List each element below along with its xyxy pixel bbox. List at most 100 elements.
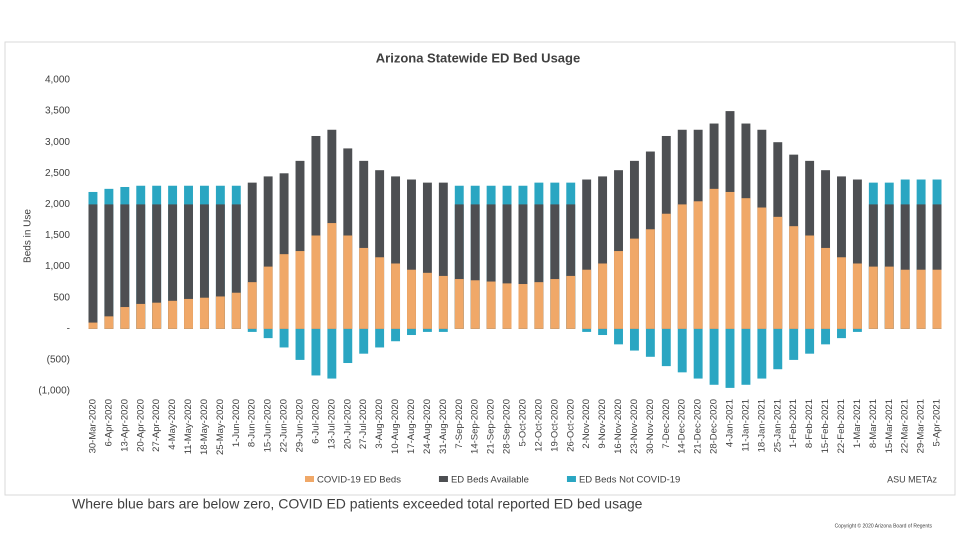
bar [279, 328, 289, 348]
bar [582, 179, 592, 329]
bar [821, 328, 831, 345]
bar [391, 328, 401, 342]
x-tick-label: 10-Aug-2020 [390, 399, 401, 454]
bar [247, 282, 257, 329]
x-tick-label: 16-Nov-2020 [613, 399, 624, 454]
x-tick-label: 18-Jan-2021 [756, 399, 767, 452]
bar [263, 328, 273, 339]
bar [900, 269, 910, 329]
x-tick-label: 3-Aug-2020 [374, 399, 385, 449]
bar [932, 204, 942, 329]
bar [343, 235, 353, 329]
bar [215, 204, 225, 329]
bar [311, 328, 321, 376]
bar [693, 328, 703, 379]
bar [104, 204, 114, 329]
bar [773, 328, 783, 370]
x-tick-label: 26-Oct-2020 [565, 399, 576, 452]
x-tick-label: 15-Jun-2020 [263, 399, 274, 452]
chart-title: Arizona Statewide ED Bed Usage [376, 50, 580, 65]
legend-label: ED Beds Not COVID-19 [579, 475, 680, 486]
y-axis-label: Beds in Use [23, 209, 34, 263]
bar [295, 160, 305, 329]
x-tick-label: 23-Nov-2020 [629, 399, 640, 454]
bar [821, 247, 831, 329]
bar [486, 281, 496, 329]
bar [614, 170, 623, 329]
y-tick-label: 500 [53, 292, 70, 303]
bar [773, 216, 783, 329]
caption: Where blue bars are below zero, COVID ED… [72, 496, 643, 512]
x-tick-label: 8-Mar-2021 [868, 399, 879, 448]
x-tick-label: 22-Mar-2021 [900, 399, 911, 453]
x-tick-label: 20-Jul-2020 [342, 399, 353, 449]
x-tick-label: 15-Mar-2021 [884, 399, 895, 453]
bar [725, 328, 735, 388]
bar [900, 204, 910, 329]
x-tick-label: 17-Aug-2020 [406, 399, 417, 454]
bar [534, 204, 544, 329]
bar [295, 328, 305, 360]
bar [375, 328, 385, 348]
bar [375, 257, 385, 329]
bar [598, 328, 608, 336]
bar [359, 247, 369, 329]
bar [789, 328, 799, 360]
bar [152, 302, 162, 329]
bar [438, 182, 448, 329]
x-tick-label: 2-Nov-2020 [581, 399, 592, 449]
bar [550, 279, 560, 329]
x-tick-label: 8-Jun-2020 [247, 399, 258, 447]
x-tick-label: 25-May-2020 [215, 399, 226, 455]
bar [311, 235, 321, 329]
x-tick-label: 13-Apr-2020 [119, 399, 130, 452]
bar [279, 173, 289, 329]
bar [582, 269, 592, 329]
bar [422, 182, 432, 329]
bar [502, 204, 512, 329]
bar [88, 204, 98, 329]
bar [741, 198, 751, 329]
y-tick-label: (500) [47, 355, 70, 366]
bar [327, 328, 337, 379]
x-tick-label: 11-May-2020 [183, 399, 194, 454]
source: ASU METAz [887, 474, 937, 484]
bar [566, 204, 576, 329]
x-tick-label: 25-Jan-2021 [772, 399, 783, 452]
bar [407, 269, 416, 329]
bar [120, 307, 130, 329]
bar [120, 204, 130, 329]
x-tick-label: 1-Jun-2020 [231, 399, 242, 447]
x-tick-label: 14-Sep-2020 [470, 399, 481, 454]
bar [629, 328, 639, 351]
bar [598, 176, 608, 329]
bar [199, 297, 209, 329]
bar [247, 182, 257, 329]
x-tick-label: 7-Dec-2020 [661, 399, 672, 449]
bar [184, 298, 193, 329]
bar [136, 204, 146, 329]
y-tick-label: 3,000 [45, 137, 70, 148]
legend-swatch [305, 476, 314, 482]
bar [693, 201, 703, 329]
bar [677, 204, 687, 329]
bar [454, 204, 464, 329]
x-tick-label: 5-Oct-2020 [517, 399, 528, 447]
bar [550, 204, 560, 329]
footer: Copyright © 2020 Arizona Board of Regent… [835, 522, 933, 529]
bar [454, 279, 464, 329]
y-tick-label: 1,500 [45, 230, 70, 241]
bar [852, 263, 862, 329]
bar [438, 275, 448, 329]
bar [884, 266, 894, 329]
x-tick-label: 12-Oct-2020 [533, 399, 544, 452]
y-tick-label: 1,000 [45, 261, 70, 272]
bar [407, 328, 416, 336]
bar [757, 328, 767, 379]
x-tick-label: 7-Sep-2020 [454, 399, 465, 449]
bar [104, 316, 114, 329]
bar [884, 204, 894, 329]
x-tick-label: 30-Mar-2020 [87, 399, 98, 453]
bar [837, 328, 846, 339]
bar [375, 170, 385, 329]
